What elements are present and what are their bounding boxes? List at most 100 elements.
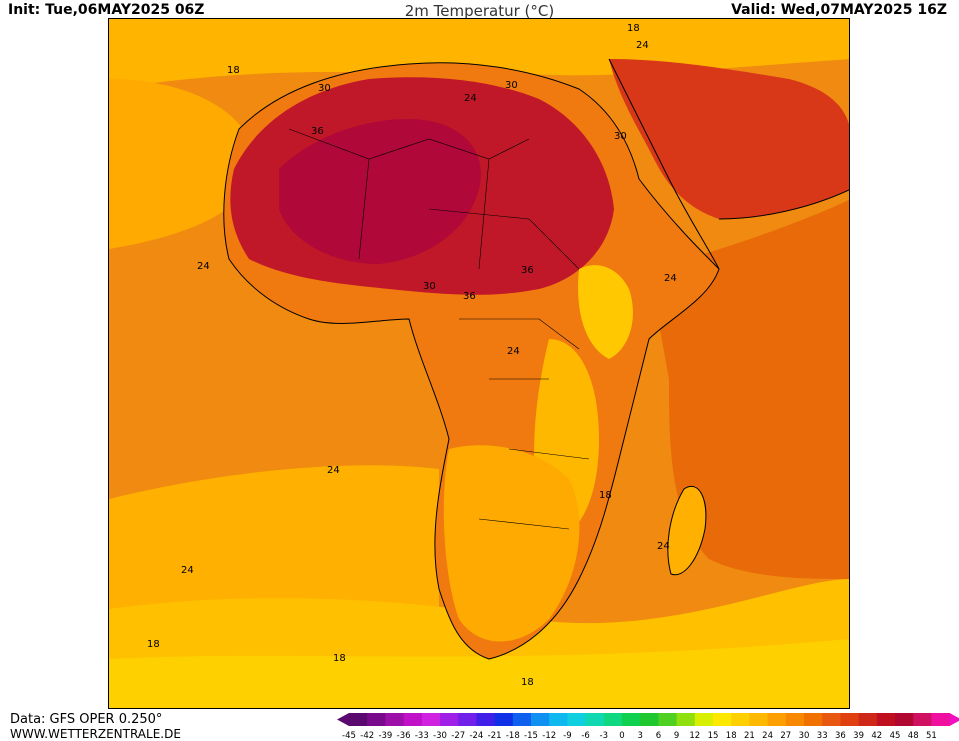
contour-label: 36: [463, 291, 476, 302]
legend-tick-label: 27: [780, 731, 791, 741]
legend-tick-label: 48: [908, 731, 919, 741]
contour-label: 24: [464, 93, 477, 104]
contour-label: 18: [227, 65, 240, 76]
contour-label: 30: [423, 281, 436, 292]
contour-label: 24: [327, 465, 340, 476]
coastline-arabia-south: [718, 189, 849, 220]
legend-color-cell: [603, 713, 623, 726]
legend-color-cell: [840, 713, 860, 726]
legend-color-cell: [931, 713, 951, 726]
legend-arrow-low: [337, 713, 349, 726]
contour-label: 18: [599, 490, 612, 501]
legend-tick-label: 42: [871, 731, 882, 741]
contour-label: 30: [505, 80, 518, 91]
legend-tick-label: 3: [637, 731, 642, 741]
legend-tick-label: 39: [853, 731, 864, 741]
legend-color-cell: [622, 713, 641, 726]
legend-color-cell: [640, 713, 659, 726]
coastline-red-sea: [608, 58, 720, 270]
legend-color-cell: [549, 713, 568, 726]
legend-color-cell: [349, 713, 368, 726]
landmass-madagascar: [667, 486, 707, 576]
map-title: 2m Temperatur (°C): [404, 2, 555, 20]
coastline-africa: [223, 62, 720, 660]
legend-color-cell: [367, 713, 386, 726]
legend-color-cell: [785, 713, 805, 726]
legend-color-cell: [749, 713, 769, 726]
legend-color-cell: [567, 713, 587, 726]
contour-label: 36: [521, 265, 534, 276]
legend-tick-label: -9: [563, 731, 571, 741]
legend-tick-label: 6: [656, 731, 661, 741]
legend-tick-label: -27: [451, 731, 465, 741]
legend-tick-label: -6: [581, 731, 589, 741]
temperature-zone-atlantic-north: [109, 79, 254, 249]
legend-color-cell: [895, 713, 914, 726]
temperature-color-legend: -45 -42 -39 -36 -33 -30 -27 -24 -21 -18 -15 -12 -9 -6…: [337, 713, 959, 741]
legend-color-cell: [512, 713, 532, 726]
valid-time-label: Valid: Wed,07MAY2025 16Z: [731, 2, 947, 18]
legend-tick-label: -18: [506, 731, 520, 741]
website-label: WWW.WETTERZENTRALE.DE: [10, 727, 181, 741]
legend-color-cell: [822, 713, 841, 726]
legend-tick-label: 51: [926, 731, 937, 741]
legend-arrow-high: [949, 713, 959, 726]
legend-tick-label: -21: [488, 731, 502, 741]
init-time-label: Init: Tue,06MAY2025 06Z: [8, 2, 205, 18]
legend-color-cell: [458, 713, 477, 726]
legend-color-cell: [731, 713, 750, 726]
data-source-label: Data: GFS OPER 0.250°: [10, 712, 163, 727]
legend-tick-label: 15: [708, 731, 719, 741]
legend-tick-label: 30: [799, 731, 810, 741]
legend-color-cell: [767, 713, 787, 726]
legend-tick-label: -15: [524, 731, 538, 741]
legend-color-cell: [403, 713, 423, 726]
legend-tick-label: -24: [469, 731, 483, 741]
legend-tick-label: -45: [342, 731, 356, 741]
legend-tick-label: 9: [674, 731, 679, 741]
legend-color-cell: [440, 713, 459, 726]
contour-label: 36: [311, 126, 324, 137]
legend-tick-label: -33: [415, 731, 429, 741]
contour-label: 24: [636, 40, 649, 51]
contour-label: 18: [147, 639, 160, 650]
legend-tick-label: -42: [360, 731, 374, 741]
contour-label: 30: [614, 131, 627, 142]
legend-color-cell: [658, 713, 678, 726]
temperature-zone-sahel-extreme: [279, 119, 481, 264]
country-borders: [288, 128, 590, 530]
contour-label: 24: [181, 565, 194, 576]
contour-label: 24: [197, 261, 210, 272]
temperature-map-canvas: 18 18 24 24 24 24 24 24 24 18 18 18 18 3…: [109, 19, 849, 708]
legend-tick-label: -39: [378, 731, 392, 741]
contour-label: 30: [318, 83, 331, 94]
legend-tick-label: 18: [726, 731, 737, 741]
legend-tick-label: -30: [433, 731, 447, 741]
legend-tick-label: -36: [397, 731, 411, 741]
contour-label: 24: [664, 273, 677, 284]
legend-color-cell: [858, 713, 878, 726]
legend-color-cell: [713, 713, 732, 726]
legend-tick-label: 45: [890, 731, 901, 741]
legend-tick-label: 24: [762, 731, 773, 741]
legend-color-cell: [676, 713, 696, 726]
legend-tick-label: 12: [689, 731, 700, 741]
temperature-zone-far-south: [109, 639, 849, 708]
temperature-zone-southern-africa: [443, 445, 580, 642]
legend-tick-label: -3: [600, 731, 608, 741]
contour-label: 24: [507, 346, 520, 357]
legend-tick-label: -12: [542, 731, 556, 741]
temperature-map: 18 18 24 24 24 24 24 24 24 18 18 18 18 3…: [108, 18, 850, 709]
contour-label: 18: [627, 23, 640, 34]
legend-color-cell: [531, 713, 550, 726]
temperature-zone-ethiopian-highlands: [578, 265, 633, 359]
legend-color-cell: [585, 713, 605, 726]
contour-label: 24: [657, 541, 670, 552]
legend-tick-label: 36: [835, 731, 846, 741]
legend-tick-label: 0: [619, 731, 624, 741]
contour-label: 18: [521, 677, 534, 688]
legend-tick-label: 33: [817, 731, 828, 741]
contour-label: 18: [333, 653, 346, 664]
legend-tick-label: 21: [744, 731, 755, 741]
legend-color-cell: [421, 713, 441, 726]
